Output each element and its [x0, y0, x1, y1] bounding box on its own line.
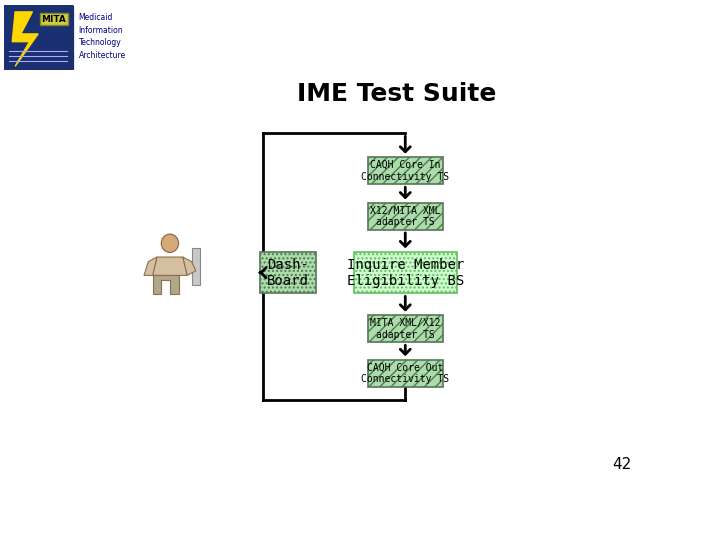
Polygon shape	[183, 257, 196, 275]
Text: MITA XML/X12
adapter TS: MITA XML/X12 adapter TS	[370, 318, 441, 340]
FancyBboxPatch shape	[40, 12, 68, 25]
FancyBboxPatch shape	[368, 157, 443, 184]
Polygon shape	[153, 275, 179, 294]
FancyBboxPatch shape	[368, 360, 443, 387]
Text: Medicaid: Medicaid	[78, 12, 113, 22]
FancyBboxPatch shape	[260, 252, 316, 294]
FancyBboxPatch shape	[1, 5, 73, 72]
Polygon shape	[153, 257, 187, 275]
Text: Information: Information	[78, 25, 123, 35]
Polygon shape	[192, 248, 200, 285]
Text: CAQH Core In
Connectivity TS: CAQH Core In Connectivity TS	[361, 160, 449, 181]
Text: Technology: Technology	[78, 38, 121, 48]
FancyBboxPatch shape	[354, 252, 457, 294]
Text: CAQH Core Out
Connectivity TS: CAQH Core Out Connectivity TS	[361, 362, 449, 384]
Text: Inquire Member
Eligibility BS: Inquire Member Eligibility BS	[346, 258, 464, 288]
Text: Architecture: Architecture	[78, 51, 126, 60]
Text: MITA: MITA	[42, 15, 66, 24]
Text: X12/MITA XML
adapter TS: X12/MITA XML adapter TS	[370, 206, 441, 227]
Text: 42: 42	[612, 457, 631, 472]
Text: Dash-
Board: Dash- Board	[267, 258, 309, 288]
Polygon shape	[12, 12, 38, 66]
Polygon shape	[144, 257, 157, 275]
Text: IME Test Suite: IME Test Suite	[297, 82, 497, 106]
FancyBboxPatch shape	[368, 315, 443, 342]
FancyBboxPatch shape	[368, 203, 443, 230]
Circle shape	[161, 234, 179, 252]
